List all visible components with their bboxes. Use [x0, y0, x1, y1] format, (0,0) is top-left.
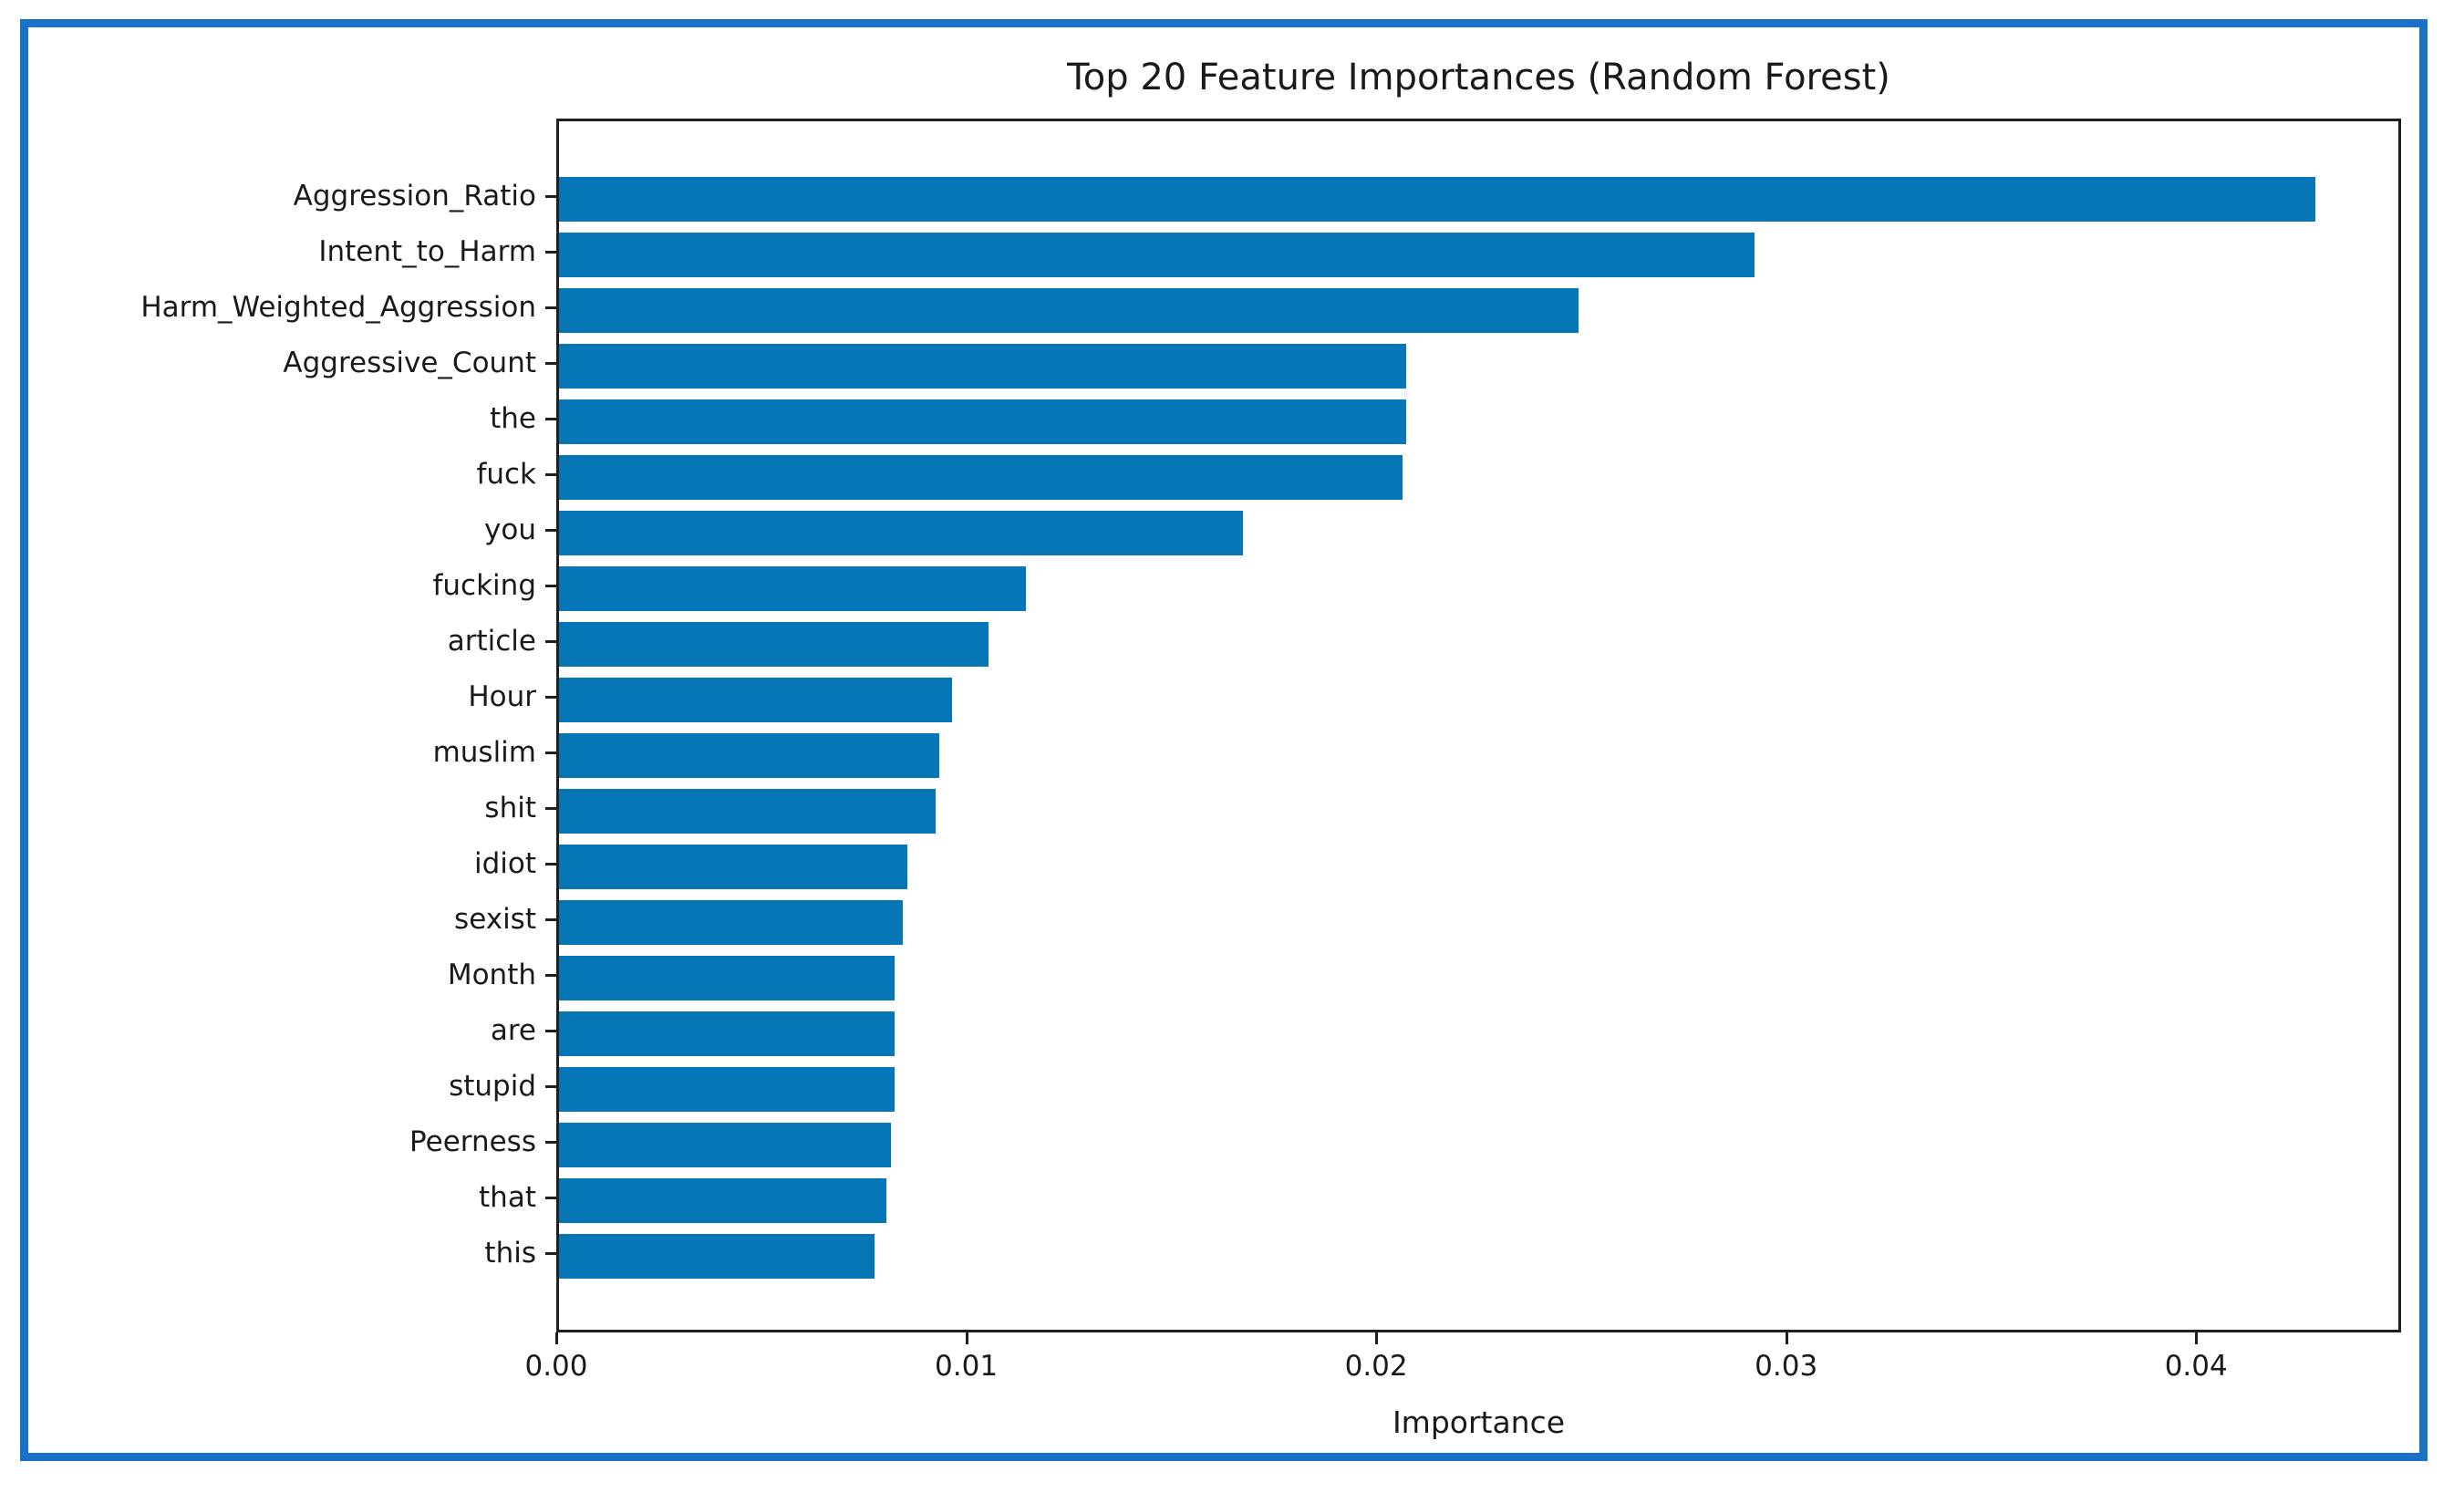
- y-tick-mark: [545, 918, 556, 921]
- y-tick-mark: [545, 529, 556, 532]
- y-tick-mark: [545, 1030, 556, 1032]
- y-tick-label: article: [447, 625, 536, 658]
- y-tick-label: sexist: [454, 903, 536, 936]
- y-tick-mark: [545, 418, 556, 420]
- bar-article: [559, 621, 989, 667]
- bar-are: [559, 1011, 896, 1056]
- x-tick-mark: [2195, 1332, 2199, 1344]
- y-tick-label: shit: [484, 792, 536, 824]
- y-tick-label: Aggression_Ratio: [293, 180, 536, 212]
- bar-muslim: [559, 732, 940, 778]
- y-tick-mark: [545, 696, 556, 699]
- bar-fuck: [559, 454, 1403, 500]
- y-tick-mark: [545, 362, 556, 365]
- y-tick-label: this: [484, 1237, 536, 1270]
- x-tick-label: 0.00: [524, 1350, 588, 1383]
- bar-stupid: [559, 1066, 896, 1112]
- y-tick-label: muslim: [432, 736, 536, 769]
- y-tick-mark: [545, 195, 556, 198]
- y-tick-label: the: [490, 402, 536, 435]
- y-tick-mark: [545, 585, 556, 587]
- y-tick-label: fucking: [432, 569, 537, 602]
- bar-you: [559, 510, 1243, 555]
- bar-that: [559, 1177, 887, 1223]
- bar-fucking: [559, 565, 1026, 611]
- y-tick-label: Hour: [468, 680, 536, 713]
- y-tick-mark: [545, 974, 556, 977]
- y-tick-mark: [545, 1197, 556, 1199]
- bar-Aggressive_Count: [559, 343, 1407, 389]
- bar-sexist: [559, 899, 904, 945]
- y-tick-label: fuck: [476, 458, 536, 491]
- y-tick-mark: [545, 752, 556, 754]
- y-tick-label: Aggressive_Count: [283, 347, 536, 379]
- x-tick-mark: [1785, 1332, 1788, 1344]
- y-tick-mark: [545, 640, 556, 643]
- bar-this: [559, 1233, 875, 1279]
- y-tick-mark: [545, 1141, 556, 1144]
- x-axis-label: Importance: [1392, 1405, 1566, 1440]
- y-tick-label: that: [479, 1181, 536, 1214]
- bar-Hour: [559, 677, 952, 722]
- y-tick-label: Intent_to_Harm: [318, 235, 536, 268]
- bar-Harm_Weighted_Aggression: [559, 287, 1579, 333]
- x-tick-mark: [1375, 1332, 1379, 1344]
- y-tick-label: Month: [447, 959, 536, 991]
- y-tick-label: Harm_Weighted_Aggression: [140, 291, 536, 324]
- y-tick-mark: [545, 863, 556, 866]
- x-tick-label: 0.04: [2164, 1350, 2228, 1383]
- bar-Month: [559, 955, 896, 1000]
- plot-area: [556, 119, 2401, 1332]
- y-tick-mark: [545, 1252, 556, 1255]
- x-tick-mark: [555, 1332, 558, 1344]
- y-tick-mark: [545, 306, 556, 309]
- y-tick-label: stupid: [449, 1070, 536, 1103]
- bar-Peerness: [559, 1122, 891, 1167]
- y-tick-label: idiot: [473, 847, 536, 880]
- y-tick-label: you: [484, 513, 536, 546]
- y-tick-label: are: [490, 1014, 536, 1047]
- bar-shit: [559, 788, 936, 834]
- y-tick-mark: [545, 1085, 556, 1088]
- x-tick-label: 0.01: [935, 1350, 999, 1383]
- bar-Aggression_Ratio: [559, 176, 2315, 222]
- y-tick-mark: [545, 473, 556, 476]
- bar-idiot: [559, 844, 907, 889]
- bar-the: [559, 399, 1407, 444]
- y-tick-mark: [545, 251, 556, 254]
- y-tick-label: Peerness: [409, 1125, 536, 1158]
- x-tick-mark: [965, 1332, 968, 1344]
- x-tick-label: 0.03: [1755, 1350, 1818, 1383]
- x-tick-label: 0.02: [1344, 1350, 1408, 1383]
- bar-Intent_to_Harm: [559, 232, 1755, 277]
- chart-title: Top 20 Feature Importances (Random Fores…: [1067, 57, 1890, 98]
- y-tick-mark: [545, 807, 556, 810]
